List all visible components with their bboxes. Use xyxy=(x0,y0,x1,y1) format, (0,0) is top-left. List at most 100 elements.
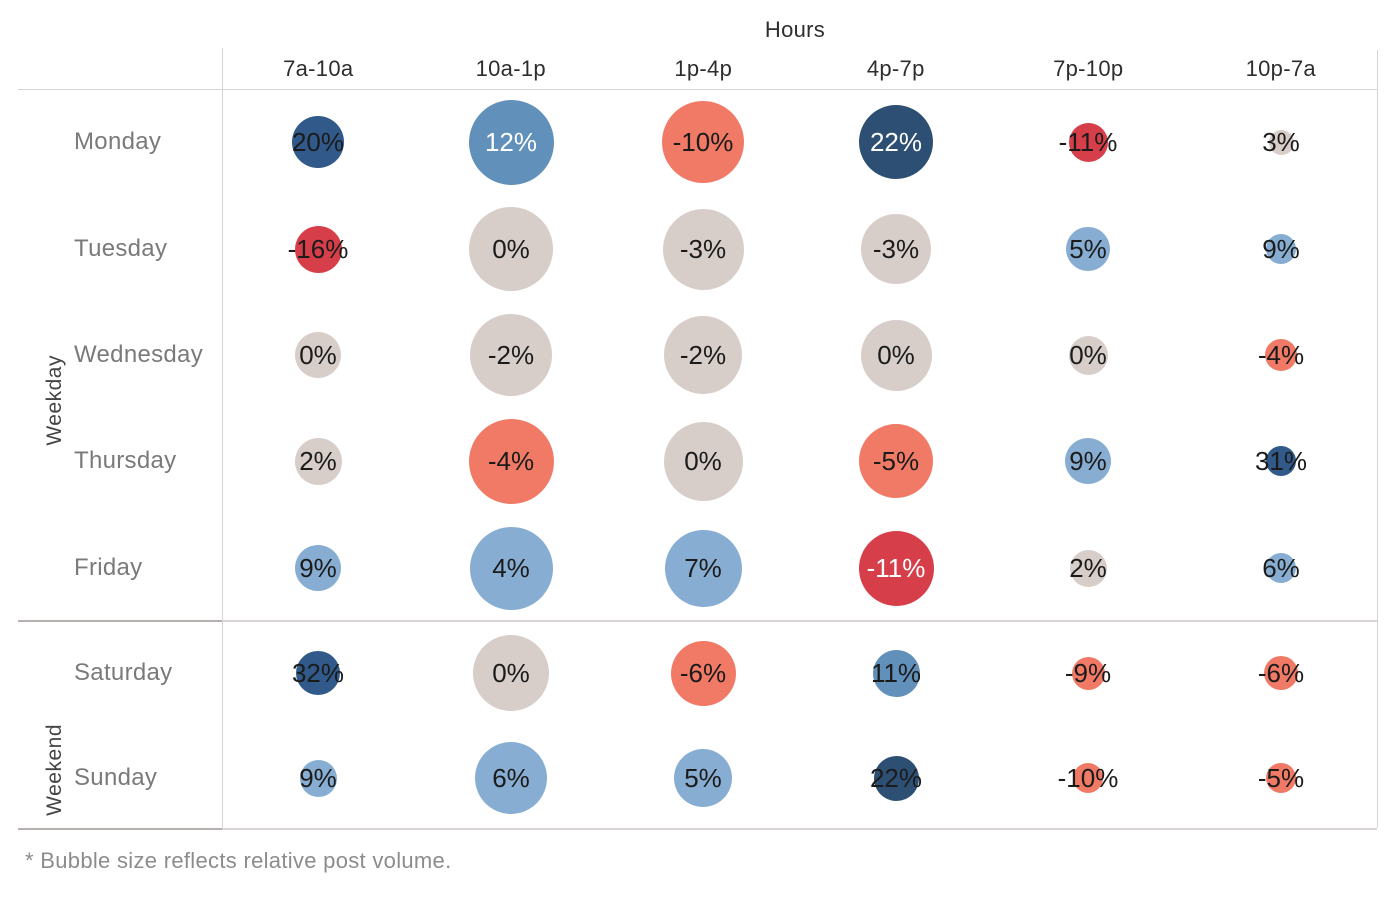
bubble-wednesday-7a-10a[interactable] xyxy=(295,332,341,378)
column-headers: 7a-10a 10a-1p 1p-4p 4p-7p 7p-10p 10p-7a xyxy=(222,56,1377,84)
bubble-friday-10p-7a[interactable] xyxy=(1266,553,1296,583)
left-axis-line xyxy=(222,48,223,828)
bubble-monday-10p-7a[interactable] xyxy=(1268,129,1294,155)
row-label-thursday: Thursday xyxy=(74,447,177,474)
bubble-value-thursday-1p-4p: 0% xyxy=(684,446,722,476)
bubble-monday-1p-4p[interactable] xyxy=(662,101,744,183)
bubble-value-wednesday-7p-10p: 0% xyxy=(1069,340,1107,370)
bubble-value-sunday-7a-10a: 9% xyxy=(299,763,337,793)
bubble-value-saturday-1p-4p: -6% xyxy=(679,658,727,688)
bubble-sunday-7p-10p[interactable] xyxy=(1073,763,1103,793)
bubble-thursday-1p-4p[interactable] xyxy=(663,421,743,501)
bubble-wednesday-4p-7p[interactable] xyxy=(860,319,932,391)
row-label-saturday: Saturday xyxy=(74,659,173,686)
bubble-value-sunday-10p-7a: -5% xyxy=(1257,763,1305,793)
bubble-value-monday-4p-7p: 22% xyxy=(869,127,923,157)
bubble-value-tuesday-10p-7a: 9% xyxy=(1262,234,1300,264)
bubble-value-tuesday-1p-4p: -3% xyxy=(679,234,727,264)
bubble-saturday-4p-7p[interactable] xyxy=(872,649,920,697)
bubble-thursday-10a-1p[interactable] xyxy=(468,418,554,504)
bubble-sunday-10a-1p[interactable] xyxy=(475,742,547,814)
bubble-value-thursday-10p-7a: 31% xyxy=(1254,446,1308,476)
bubble-value-sunday-10a-1p: 6% xyxy=(492,763,530,793)
bubble-value-saturday-10a-1p: 0% xyxy=(492,658,530,688)
bubble-friday-1p-4p[interactable] xyxy=(664,529,742,607)
bubble-value-wednesday-10p-7a: -4% xyxy=(1257,340,1305,370)
bottom-border-left xyxy=(18,828,222,830)
bubble-value-thursday-10a-1p: -4% xyxy=(487,446,535,476)
bubble-value-saturday-7p-10p: -9% xyxy=(1064,658,1112,688)
bubble-value-friday-10p-7a: 6% xyxy=(1262,553,1300,583)
bubble-tuesday-7a-10a[interactable] xyxy=(294,225,342,273)
bubble-value-saturday-10p-7a: -6% xyxy=(1257,658,1305,688)
bubble-sunday-7a-10a[interactable] xyxy=(299,759,337,797)
bubble-thursday-4p-7p[interactable] xyxy=(859,424,933,498)
bubble-value-wednesday-7a-10a: 0% xyxy=(299,340,337,370)
bubble-tuesday-4p-7p[interactable] xyxy=(861,214,931,284)
bubble-friday-7p-10p[interactable] xyxy=(1069,549,1107,587)
bubble-sunday-4p-7p[interactable] xyxy=(873,755,919,801)
bubble-saturday-10p-7a[interactable] xyxy=(1264,656,1298,690)
bubble-tuesday-10a-1p[interactable] xyxy=(469,207,553,291)
bubble-value-tuesday-10a-1p: 0% xyxy=(492,234,530,264)
bubble-friday-7a-10a[interactable] xyxy=(295,545,341,591)
bubble-value-wednesday-1p-4p: -2% xyxy=(679,340,727,370)
row-label-tuesday: Tuesday xyxy=(74,235,168,262)
bubble-value-friday-10a-1p: 4% xyxy=(492,553,530,583)
bubble-value-saturday-7a-10a: 32% xyxy=(291,658,345,688)
bubble-tuesday-7p-10p[interactable] xyxy=(1066,227,1110,271)
bubble-wednesday-7p-10p[interactable] xyxy=(1068,335,1108,375)
bubble-value-friday-7p-10p: 2% xyxy=(1069,553,1107,583)
weekday-weekend-divider xyxy=(222,620,1377,622)
bubble-value-friday-4p-7p: -11% xyxy=(866,553,926,583)
bubble-monday-7a-10a[interactable] xyxy=(292,116,344,168)
bubble-value-monday-1p-4p: -10% xyxy=(672,127,734,157)
bubble-value-tuesday-4p-7p: -3% xyxy=(872,234,920,264)
bubble-thursday-7a-10a[interactable] xyxy=(294,437,342,485)
bubble-sunday-1p-4p[interactable] xyxy=(674,749,732,807)
bubble-size-footnote: * Bubble size reflects relative post vol… xyxy=(25,848,452,873)
bubble-value-sunday-4p-7p: 22% xyxy=(869,763,923,793)
bubble-thursday-10p-7a[interactable] xyxy=(1266,446,1296,476)
bubble-value-monday-7p-10p: -11% xyxy=(1058,127,1118,157)
bubble-saturday-7p-10p[interactable] xyxy=(1071,656,1105,690)
chart-title: Hours xyxy=(764,17,826,42)
bubble-saturday-1p-4p[interactable] xyxy=(670,640,736,706)
bubble-tuesday-10p-7a[interactable] xyxy=(1266,234,1296,264)
bubble-value-wednesday-10a-1p: -2% xyxy=(487,340,535,370)
column-header-7p-10p: 7p-10p xyxy=(1053,56,1124,81)
bubble-thursday-7p-10p[interactable] xyxy=(1065,438,1111,484)
bubble-monday-10a-1p[interactable] xyxy=(468,99,554,185)
bubble-saturday-10a-1p[interactable] xyxy=(473,635,549,711)
right-border-line xyxy=(1377,50,1378,828)
bubble-value-sunday-7p-10p: -10% xyxy=(1057,763,1119,793)
bubble-value-friday-1p-4p: 7% xyxy=(684,553,722,583)
row-label-sunday: Sunday xyxy=(74,764,158,791)
bubble-value-thursday-7p-10p: 9% xyxy=(1069,446,1107,476)
bubble-sunday-10p-7a[interactable] xyxy=(1266,763,1296,793)
bubble-friday-4p-7p[interactable] xyxy=(858,530,934,606)
bottom-border xyxy=(222,828,1377,830)
bubble-friday-10a-1p[interactable] xyxy=(469,526,553,610)
column-header-7a-10a: 7a-10a xyxy=(283,56,354,81)
bubble-value-monday-10a-1p: 12% xyxy=(484,127,538,157)
bubble-saturday-7a-10a[interactable] xyxy=(296,651,340,695)
bubble-value-monday-10p-7a: 3% xyxy=(1262,127,1300,157)
bubble-wednesday-10p-7a[interactable] xyxy=(1265,339,1297,371)
bubble-value-tuesday-7a-10a: -16% xyxy=(287,234,349,264)
bubble-value-friday-7a-10a: 9% xyxy=(299,553,337,583)
bubble-value-saturday-4p-7p: 11% xyxy=(870,658,922,688)
row-label-monday: Monday xyxy=(74,128,162,155)
bubble-value-sunday-1p-4p: 5% xyxy=(684,763,722,793)
bubble-monday-4p-7p[interactable] xyxy=(859,105,933,179)
bubble-tuesday-1p-4p[interactable] xyxy=(662,208,744,290)
column-header-10a-1p: 10a-1p xyxy=(475,56,546,81)
bubble-wednesday-10a-1p[interactable] xyxy=(470,314,552,396)
bubble-value-thursday-7a-10a: 2% xyxy=(299,446,337,476)
header-divider-line xyxy=(18,89,1377,90)
bubble-value-monday-7a-10a: 20% xyxy=(291,127,345,157)
bubble-monday-7p-10p[interactable] xyxy=(1068,122,1108,162)
bubble-wednesday-1p-4p[interactable] xyxy=(664,316,742,394)
